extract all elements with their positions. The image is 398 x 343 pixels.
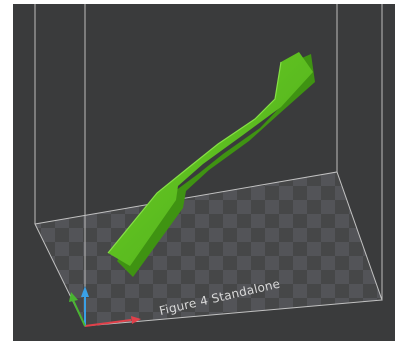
x-axis-line <box>84 319 132 327</box>
axis-gizmo <box>69 286 141 327</box>
3d-viewport[interactable]: Figure 4 Standalone <box>13 4 395 341</box>
build-volume-box <box>34 4 383 326</box>
x-axis-arrow <box>131 316 141 324</box>
y-axis-line <box>72 299 86 327</box>
y-axis-arrow <box>69 292 78 302</box>
model-dogbone-specimen[interactable] <box>107 52 315 277</box>
z-axis-arrow <box>81 286 89 297</box>
scene-canvas[interactable] <box>13 4 395 341</box>
